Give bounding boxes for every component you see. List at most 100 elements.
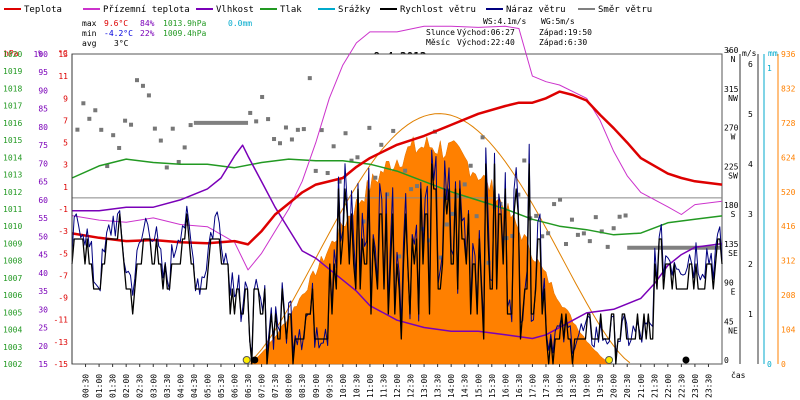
wind-direction-point (75, 127, 80, 132)
pressure-tick: 1018 (3, 84, 22, 93)
unit-pct: % (38, 49, 43, 58)
wind-direction-point (295, 127, 300, 132)
temperature-tick: -15 (54, 360, 69, 369)
time-tick-label: 23:00 (691, 374, 700, 398)
wind-tick: 6 (748, 60, 753, 69)
time-tick-label: 19:00 (583, 374, 592, 398)
temperature-line (71, 90, 723, 246)
time-tick-label: 14:00 (447, 374, 456, 398)
humidity-tick: 100 (34, 50, 49, 59)
solar-tick: 936 (781, 50, 796, 59)
time-tick-label: 05:30 (217, 374, 226, 398)
wind-direction-point (361, 219, 366, 224)
temperature-tick: 13 (58, 50, 68, 59)
time-tick-label: 14:30 (461, 374, 470, 398)
time-tick-label: 06:30 (244, 374, 253, 398)
time-tick-label: 15:30 (488, 374, 497, 398)
direction-letter: W (731, 133, 736, 142)
time-tick-label: 15:00 (474, 374, 483, 398)
humidity-tick: 30 (38, 305, 48, 314)
stat-label-max: max (82, 19, 97, 28)
stat-humidity-min: 22% (140, 29, 155, 38)
pressure-tick: 1011 (3, 205, 22, 214)
pressure-tick: 1017 (3, 102, 22, 111)
wind-direction-point (319, 128, 324, 133)
wind-direction-point (140, 83, 145, 88)
time-tick-label: 22:00 (664, 374, 673, 398)
humidity-tick: 45 (38, 251, 48, 260)
stat-temp-min: -4.2°C (104, 29, 133, 38)
legend-label-vlhkost: Vlhkost (216, 5, 254, 15)
time-tick-label: 13:00 (420, 374, 429, 398)
sunrise-marker (242, 356, 251, 364)
wind-direction-point (260, 94, 265, 99)
pressure-line (71, 158, 723, 236)
time-tick-label: 03:30 (163, 374, 172, 398)
wind-direction-point (415, 184, 420, 189)
time-tick-label: 21:00 (637, 374, 646, 398)
wind-direction-point (272, 137, 277, 142)
legend-label-naraz-vetru: Náraz větru (506, 5, 566, 15)
wind-direction-point (558, 197, 563, 202)
temperature-tick: -1 (58, 205, 68, 214)
humidity-tick: 15 (38, 360, 48, 369)
pressure-tick: 1013 (3, 171, 22, 180)
time-tick-label: 06:00 (231, 374, 240, 398)
wind-direction-point (546, 231, 551, 236)
humidity-tick: 60 (38, 196, 48, 205)
wind-direction-point (480, 135, 485, 140)
temperature-tick: -3 (58, 227, 68, 236)
temperature-tick: 9 (63, 94, 68, 103)
temperature-tick: -7 (58, 271, 68, 280)
pressure-tick: 1019 (3, 67, 22, 76)
humidity-tick: 20 (38, 342, 48, 351)
time-tick-label: 01:30 (109, 374, 118, 398)
wind-direction-point (444, 222, 449, 227)
wind-direction-point (599, 229, 604, 234)
time-tick-label: 16:30 (515, 374, 524, 398)
pressure-tick: 1002 (3, 360, 22, 369)
wind-tick: 2 (748, 260, 753, 269)
wind-direction-point (337, 179, 342, 184)
info-moonset: Západ:6:30 (539, 38, 587, 47)
time-tick-label: 07:30 (271, 374, 280, 398)
direction-tick: 315 (724, 85, 739, 94)
time-tick-label: 19:30 (596, 374, 605, 398)
moonrise-marker (682, 356, 690, 364)
info-ws: WS:4.1m/s (483, 17, 527, 26)
wind-direction-point (379, 142, 384, 147)
humidity-tick: 40 (38, 269, 48, 278)
direction-letter: NW (728, 94, 738, 103)
direction-letter: SW (728, 171, 738, 180)
time-tick-label: 04:30 (190, 374, 199, 398)
wind-direction-point (367, 125, 372, 130)
humidity-tick: 80 (38, 123, 48, 132)
stat-humidity-max: 84% (140, 19, 155, 28)
wind-tick: 1 (748, 310, 753, 319)
info-sunset: Západ:19:50 (539, 28, 592, 37)
wind-direction-point (307, 76, 312, 81)
temperature-tick: -5 (58, 249, 68, 258)
pressure-tick: 1015 (3, 136, 22, 145)
wind-direction-point (81, 101, 86, 106)
sunset-marker (605, 356, 614, 364)
unit-dir: ° (726, 49, 731, 58)
wind-direction-point (170, 126, 175, 131)
stats-block: max 9.6°C 84% 1013.9hPa 0.0mm min -4.2°C… (82, 19, 252, 48)
wind-direction-point (301, 127, 306, 132)
humidity-tick: 65 (38, 178, 48, 187)
wind-direction-point (474, 214, 479, 219)
wind-direction-point (152, 126, 157, 131)
time-tick-label: 22:30 (677, 374, 686, 398)
direction-letter: SE (728, 249, 738, 258)
humidity-tick: 85 (38, 105, 48, 114)
humidity-tick: 55 (38, 214, 48, 223)
pressure-tick: 1008 (3, 257, 22, 266)
time-tick-label: 20:00 (610, 374, 619, 398)
direction-letter: S (731, 210, 736, 219)
wind-direction-point (248, 110, 253, 115)
direction-tick: 90 (724, 279, 734, 288)
stat-rain-max: 0.0mm (228, 19, 252, 28)
temperature-tick: 3 (63, 161, 68, 170)
unit-ms: m/s (742, 49, 757, 58)
